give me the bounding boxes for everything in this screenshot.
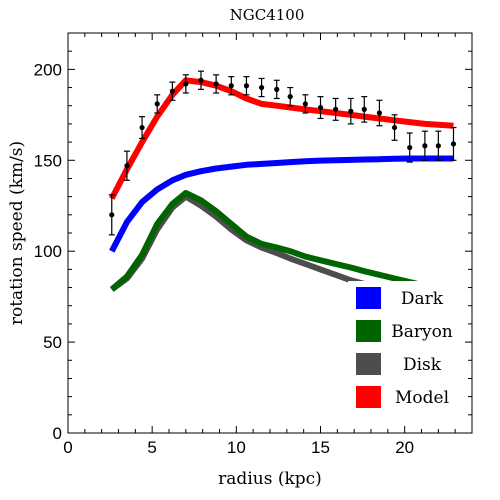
data-point bbox=[154, 101, 160, 107]
legend-swatch-baryon bbox=[356, 320, 381, 342]
series-line-baryon bbox=[109, 190, 454, 293]
data-point bbox=[258, 84, 265, 91]
y-tick-label: 150 bbox=[34, 151, 62, 170]
data-point bbox=[422, 143, 428, 149]
data-point bbox=[287, 94, 293, 100]
data-point bbox=[139, 124, 145, 131]
data-point bbox=[450, 141, 457, 147]
y-tick-label: 100 bbox=[34, 242, 62, 261]
x-tick-label: 15 bbox=[311, 438, 330, 457]
data-point bbox=[274, 86, 280, 92]
legend-label-disk: Disk bbox=[403, 355, 442, 375]
data-point bbox=[124, 163, 130, 169]
x-tick-label: 5 bbox=[147, 438, 156, 457]
axis-ticks bbox=[67, 32, 473, 434]
y-axis-label: rotation speed (km/s) bbox=[7, 141, 27, 325]
series-line-model bbox=[109, 77, 454, 200]
x-tick-label: 10 bbox=[227, 438, 246, 457]
y-tick-label: 200 bbox=[34, 60, 62, 79]
series-lines bbox=[109, 77, 455, 307]
observed-data-points bbox=[108, 70, 457, 236]
data-point bbox=[361, 106, 367, 112]
data-point bbox=[407, 144, 413, 151]
data-point bbox=[317, 104, 324, 111]
legend: Dark Baryon Disk Model bbox=[348, 281, 462, 416]
legend-label-dark: Dark bbox=[401, 289, 444, 309]
x-tick-label: 20 bbox=[395, 438, 414, 457]
legend-swatch-dark bbox=[356, 287, 381, 309]
chart-title: NGC4100 bbox=[230, 6, 305, 24]
data-point bbox=[198, 77, 204, 83]
y-tick-label: 0 bbox=[53, 424, 62, 443]
data-point bbox=[333, 106, 339, 112]
data-point bbox=[435, 143, 441, 149]
data-point bbox=[169, 88, 175, 94]
legend-label-model: Model bbox=[395, 388, 449, 408]
data-point bbox=[302, 101, 308, 107]
x-axis-label: radius (kpc) bbox=[218, 469, 322, 489]
data-point bbox=[213, 81, 219, 87]
x-tick-label: 0 bbox=[63, 438, 72, 457]
data-point bbox=[228, 83, 234, 89]
data-point bbox=[376, 110, 383, 116]
data-point bbox=[243, 83, 250, 89]
legend-swatch-disk bbox=[356, 353, 381, 375]
legend-swatch-model bbox=[356, 386, 381, 408]
legend-label-baryon: Baryon bbox=[391, 322, 453, 342]
data-point bbox=[348, 108, 354, 114]
y-tick-label: 50 bbox=[43, 333, 62, 352]
data-point bbox=[391, 124, 398, 131]
data-point bbox=[183, 81, 189, 87]
series-line-dark bbox=[109, 155, 454, 253]
data-point bbox=[109, 212, 115, 218]
